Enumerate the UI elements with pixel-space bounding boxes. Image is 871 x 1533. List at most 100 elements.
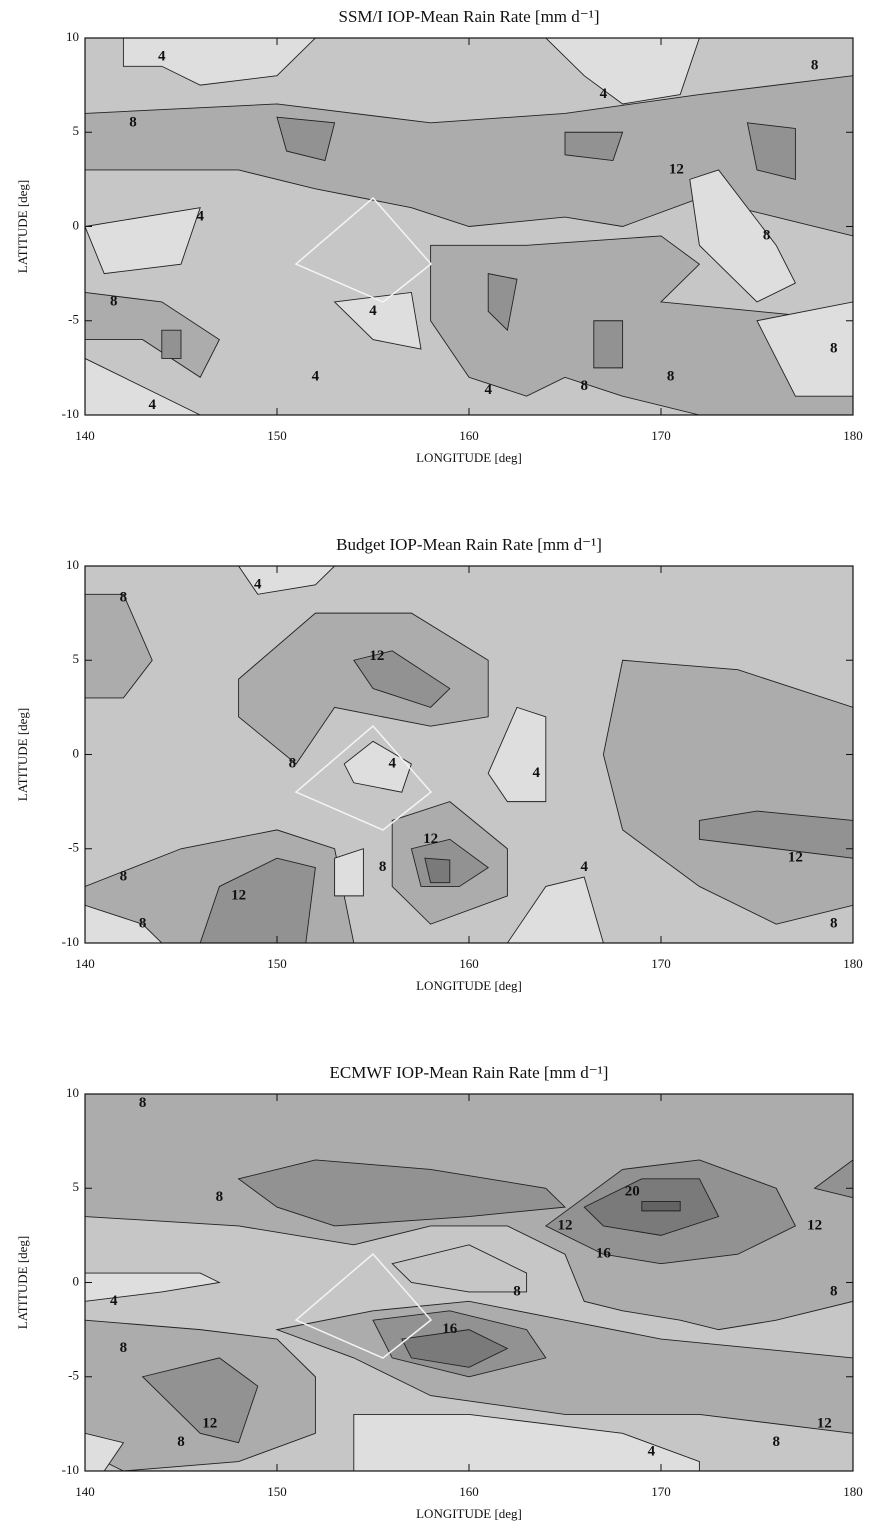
y-tick-label: 10 bbox=[66, 557, 79, 572]
contour-region bbox=[430, 235, 853, 415]
domain-box bbox=[294, 724, 433, 831]
contour-region bbox=[85, 207, 201, 275]
x-tick-label: 180 bbox=[843, 428, 863, 443]
contour-region bbox=[545, 38, 700, 105]
contour-region bbox=[756, 301, 853, 397]
contour-label: 4 bbox=[312, 369, 320, 385]
contour-label: 4 bbox=[110, 1293, 118, 1309]
contour-label: 12 bbox=[669, 161, 684, 177]
contour-region bbox=[85, 593, 153, 699]
x-tick-label: 160 bbox=[459, 428, 479, 443]
contour-label: 12 bbox=[202, 1415, 217, 1431]
contour-label: 20 bbox=[625, 1183, 640, 1199]
contour-region bbox=[641, 1200, 681, 1212]
contour-region bbox=[122, 38, 317, 86]
contour-region bbox=[334, 848, 364, 897]
x-tick-label: 170 bbox=[651, 956, 671, 971]
contour-label: 4 bbox=[388, 755, 396, 771]
contour-label: 8 bbox=[110, 293, 118, 309]
contour-label: 8 bbox=[811, 58, 819, 74]
contour-region bbox=[487, 706, 547, 803]
contour-label: 8 bbox=[139, 1095, 147, 1111]
contour-region bbox=[85, 357, 201, 415]
contour-label: 8 bbox=[772, 1434, 780, 1450]
contour-region bbox=[506, 876, 604, 943]
x-tick-label: 170 bbox=[651, 1484, 671, 1499]
contour-label: 12 bbox=[788, 850, 803, 866]
contour-label: 8 bbox=[139, 916, 147, 932]
contour-region bbox=[333, 291, 422, 350]
contour-label: 8 bbox=[763, 227, 771, 243]
contour-region bbox=[85, 1272, 221, 1302]
x-tick-label: 160 bbox=[459, 1484, 479, 1499]
y-tick-label: -10 bbox=[62, 1462, 79, 1477]
contour-region bbox=[85, 904, 163, 943]
contour-region bbox=[424, 857, 451, 884]
x-tick-label: 140 bbox=[75, 956, 95, 971]
contour-label: 12 bbox=[423, 831, 438, 847]
contour-region bbox=[85, 292, 220, 378]
contour-region bbox=[564, 131, 624, 162]
y-axis-title: LATITUDE [deg] bbox=[15, 1236, 30, 1330]
x-axis-title: LONGITUDE [deg] bbox=[416, 1506, 522, 1521]
panel: 8 4 12 8 4 4 12 8 4 8 8 12 12 8 140 150 160 170 180 -10 -5 0 5… bbox=[15, 535, 863, 993]
plot-area: 8 8 4 8 12 8 8 16 12 16 20 12 8 12 8 4 bbox=[85, 1094, 853, 1471]
y-axis-title: LATITUDE [deg] bbox=[15, 708, 30, 802]
contour-region bbox=[237, 1159, 567, 1227]
contour-label: 8 bbox=[830, 1283, 838, 1299]
chart-title: SSM/I IOP-Mean Rain Rate [mm d⁻¹] bbox=[338, 7, 599, 26]
contour-region bbox=[813, 1159, 853, 1199]
contour-region bbox=[602, 659, 853, 925]
contour-label: 8 bbox=[120, 1340, 128, 1356]
contour-label: 16 bbox=[596, 1246, 612, 1262]
domain-box bbox=[294, 196, 433, 303]
contour-region bbox=[238, 612, 489, 765]
contour-label: 16 bbox=[442, 1321, 458, 1337]
contour-label: 4 bbox=[254, 576, 262, 592]
y-tick-label: -5 bbox=[68, 840, 79, 855]
contour-region bbox=[85, 75, 853, 237]
panel: 8 8 4 8 12 8 8 16 12 16 20 12 8 12 8 4 140 150 160 170 180 -1… bbox=[15, 1063, 863, 1521]
contour-region bbox=[401, 1329, 509, 1368]
contour-region bbox=[353, 650, 451, 708]
y-tick-label: -5 bbox=[68, 1368, 79, 1383]
x-tick-label: 160 bbox=[459, 956, 479, 971]
contour-region bbox=[276, 116, 336, 162]
contour-region bbox=[698, 810, 853, 859]
contour-label: 8 bbox=[667, 369, 675, 385]
contour-label: 8 bbox=[513, 1283, 521, 1299]
contour-region bbox=[353, 1413, 700, 1471]
contour-label: 8 bbox=[129, 114, 137, 130]
x-tick-label: 180 bbox=[843, 956, 863, 971]
contour-label: 8 bbox=[120, 589, 128, 605]
contour-label: 12 bbox=[807, 1217, 822, 1233]
contour-label: 8 bbox=[580, 378, 588, 394]
chart-title: ECMWF IOP-Mean Rain Rate [mm d⁻¹] bbox=[330, 1063, 609, 1082]
contour-label: 4 bbox=[369, 303, 377, 319]
x-axis-title: LONGITUDE [deg] bbox=[416, 450, 522, 465]
x-axis-title: LONGITUDE [deg] bbox=[416, 978, 522, 993]
contour-region bbox=[161, 329, 182, 359]
contour-region bbox=[199, 857, 316, 943]
contour-region bbox=[391, 1244, 528, 1293]
contour-region bbox=[238, 566, 336, 595]
contour-label: 8 bbox=[289, 755, 297, 771]
y-tick-label: 0 bbox=[73, 1273, 80, 1288]
contour-label: 4 bbox=[484, 382, 492, 398]
contour-label: 8 bbox=[379, 859, 387, 875]
contour-label: 4 bbox=[600, 86, 608, 102]
contour-label: 4 bbox=[148, 397, 156, 413]
x-tick-label: 180 bbox=[843, 1484, 863, 1499]
panel: 4 8 4 8 4 4 4 4 8 8 12 8 4 8 8 140 150 160 170 180 -10 -5 0 5 10… bbox=[15, 7, 863, 465]
y-tick-label: 5 bbox=[73, 651, 80, 666]
x-tick-label: 150 bbox=[267, 428, 287, 443]
x-tick-label: 150 bbox=[267, 1484, 287, 1499]
domain-box bbox=[294, 1252, 433, 1359]
contour-label: 12 bbox=[231, 887, 246, 903]
contour-region bbox=[746, 122, 796, 180]
contour-label: 12 bbox=[558, 1217, 573, 1233]
plot-area: 4 8 4 8 4 4 4 4 8 8 12 8 4 8 8 bbox=[85, 38, 853, 415]
contour-label: 4 bbox=[196, 209, 204, 225]
contour-label: 8 bbox=[216, 1189, 224, 1205]
